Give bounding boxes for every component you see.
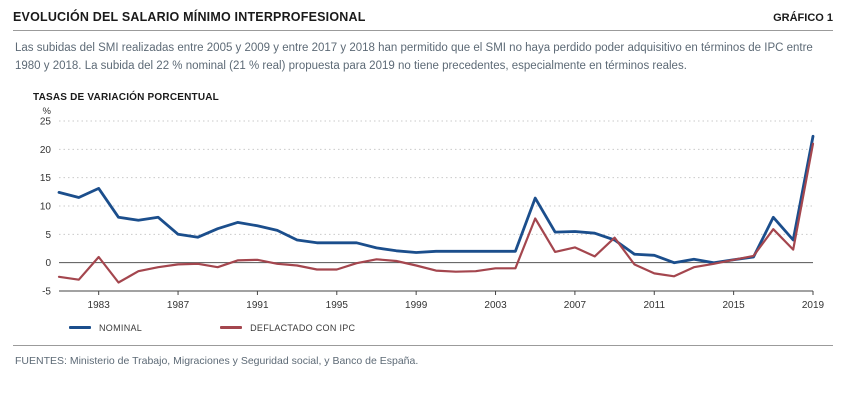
nominal-line (57, 134, 815, 264)
header: EVOLUCIÓN DEL SALARIO MÍNIMO INTERPROFES… (13, 10, 833, 24)
page-title: EVOLUCIÓN DEL SALARIO MÍNIMO INTERPROFES… (13, 10, 366, 24)
x-tick-label: 2011 (644, 300, 666, 311)
x-tick-label: 2019 (802, 300, 825, 311)
chart-legend: NOMINAL DEFLACTADO CON IPC (69, 323, 833, 333)
footer-divider (13, 344, 833, 346)
legend-item-deflactado: DEFLACTADO CON IPC (220, 323, 355, 333)
legend-item-nominal: NOMINAL (69, 323, 142, 333)
header-divider (13, 30, 833, 31)
y-tick-label: 15 (40, 173, 52, 184)
x-tick-label: 1991 (246, 300, 269, 311)
y-tick-label: 25 (40, 116, 52, 127)
chart-description: Las subidas del SMI realizadas entre 200… (15, 42, 813, 72)
x-tick-label: 1999 (405, 300, 428, 311)
x-tick-label: 2007 (564, 300, 587, 311)
x-tick-label: 1983 (88, 300, 111, 311)
y-tick-label: 0 (45, 258, 51, 269)
y-tick-label: 5 (45, 229, 51, 240)
y-tick-label: 10 (40, 201, 52, 212)
legend-label-deflactado: DEFLACTADO CON IPC (250, 322, 356, 333)
x-tick-label: 1995 (326, 300, 349, 311)
report-page: EVOLUCIÓN DEL SALARIO MÍNIMO INTERPROFES… (13, 10, 833, 367)
legend-swatch-deflactado (220, 325, 243, 330)
x-tick-label: 2015 (723, 300, 746, 311)
figure-number-badge: GRÁFICO 1 (773, 12, 833, 24)
deflactado-line (57, 142, 815, 284)
y-tick-label: -5 (42, 286, 51, 297)
legend-label-nominal: NOMINAL (99, 322, 143, 333)
y-axis-unit: % (43, 106, 52, 117)
y-tick-label: 20 (40, 144, 52, 155)
x-tick-label: 2003 (484, 300, 507, 311)
x-tick-label: 1987 (167, 300, 190, 311)
legend-swatch-nominal (69, 325, 91, 330)
chart-heading: TASAS DE VARIACIÓN PORCENTUAL (33, 91, 219, 103)
sources-note: FUENTES: Ministerio de Trabajo, Migracio… (15, 354, 419, 367)
chart-container: 25 20 15 10 5 0 -5% 1983 1987 1991 1995 1999 2003 200… (13, 105, 833, 317)
